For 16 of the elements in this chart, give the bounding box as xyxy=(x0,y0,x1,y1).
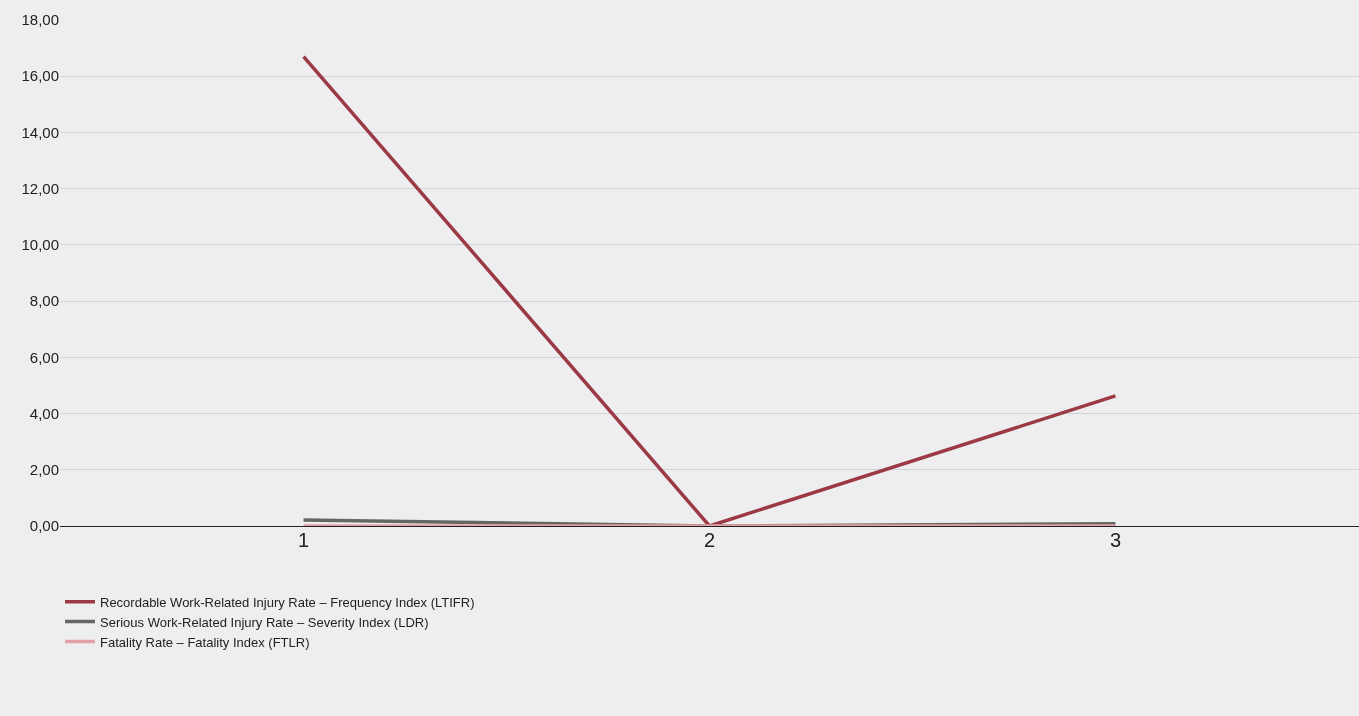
legend-label: Fatality Rate – Fatality Index (FTLR) xyxy=(100,634,310,650)
x-tick-label: 1 xyxy=(298,529,310,551)
legend-label: Serious Work-Related Injury Rate – Severity Index (LDR) xyxy=(100,614,429,630)
legend-label: Recordable Work-Related Injury Rate – Frequency Index (LTIFR) xyxy=(100,594,475,610)
y-tick-label: 12,00 xyxy=(21,179,59,197)
y-tick-label: 4,00 xyxy=(29,404,59,422)
y-tick-label: 14,00 xyxy=(21,123,59,141)
y-tick-label: 18,00 xyxy=(21,11,59,29)
y-tick-label: 16,00 xyxy=(21,67,59,85)
y-tick-label: 2,00 xyxy=(29,461,59,479)
x-tick-label: 2 xyxy=(703,529,716,551)
y-tick-label: 8,00 xyxy=(29,292,59,310)
y-tick-label: 6,00 xyxy=(29,348,59,366)
y-tick-label: 10,00 xyxy=(21,236,59,254)
y-tick-label: 0,00 xyxy=(29,517,59,535)
x-tick-label: 3 xyxy=(1109,529,1121,551)
